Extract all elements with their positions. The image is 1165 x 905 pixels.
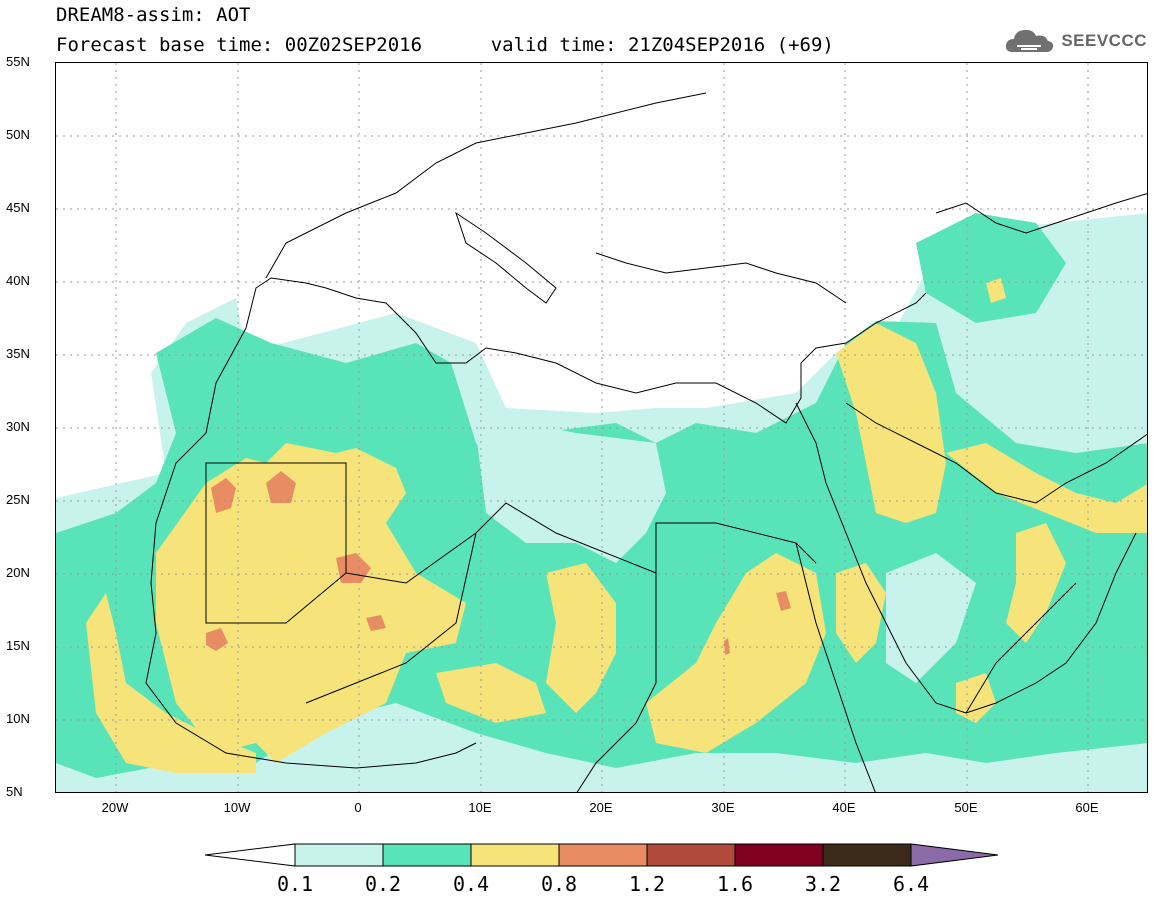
- legend-swatch-above: [910, 843, 999, 867]
- map-canvas: [56, 63, 1147, 792]
- coastlines-borders: [145, 92, 1147, 792]
- y-tick-label: 55N: [6, 54, 30, 69]
- legend-label: 0.4: [452, 872, 490, 896]
- y-tick-label: 50N: [6, 127, 30, 142]
- y-tick-label: 30N: [6, 419, 30, 434]
- y-tick-label: 5N: [6, 784, 23, 799]
- legend-swatch: [558, 843, 648, 867]
- legend-swatch-below: [205, 843, 296, 867]
- x-tick-label: 50E: [954, 800, 978, 815]
- brand-name: SEEVCCC: [1061, 31, 1147, 50]
- aot-map: [55, 62, 1148, 793]
- legend-swatch: [294, 843, 384, 867]
- x-tick-label: 60E: [1075, 800, 1099, 815]
- x-tick-label: 30E: [711, 800, 735, 815]
- aot-band-0.4-0.8: [86, 278, 1147, 773]
- legend-label: 6.4: [892, 872, 930, 896]
- aot-band-0.1-0.2-interior: [476, 383, 1096, 683]
- legend-swatch: [822, 843, 912, 867]
- legend-label: 1.2: [628, 872, 666, 896]
- y-tick-label: 15N: [6, 638, 30, 653]
- x-tick-label: 20W: [101, 800, 129, 815]
- legend-label: 1.6: [716, 872, 754, 896]
- grid-lines: [56, 63, 1147, 792]
- legend-swatch: [470, 843, 560, 867]
- y-tick-label: 35N: [6, 346, 30, 361]
- y-tick-label: 20N: [6, 565, 30, 580]
- aot-band-0.8-1.2: [206, 471, 791, 655]
- y-tick-label: 45N: [6, 200, 30, 215]
- legend-label: 3.2: [804, 872, 842, 896]
- chart-subtitle: Forecast base time: 00Z02SEP2016 valid t…: [56, 34, 834, 56]
- y-tick-label: 10N: [6, 711, 30, 726]
- valid-time: valid time: 21Z04SEP2016 (+69): [490, 34, 834, 56]
- x-tick-label: 10W: [223, 800, 251, 815]
- chart-title: DREAM8-assim: AOT: [56, 4, 251, 26]
- legend-label: 0.2: [364, 872, 402, 896]
- y-tick-label: 25N: [6, 492, 30, 507]
- x-tick-label: 20E: [589, 800, 613, 815]
- x-tick-label: 10E: [468, 800, 492, 815]
- legend-swatch: [382, 843, 472, 867]
- base-time: Forecast base time: 00Z02SEP2016: [56, 34, 423, 56]
- color-legend: [205, 843, 999, 867]
- y-tick-label: 40N: [6, 273, 30, 288]
- legend-swatch: [646, 843, 736, 867]
- legend-label: 0.8: [540, 872, 578, 896]
- legend-swatch: [734, 843, 824, 867]
- brand-logo: SEEVCCC: [1003, 26, 1147, 56]
- legend-label: 0.1: [276, 872, 314, 896]
- x-tick-label: 40E: [832, 800, 856, 815]
- x-tick-label: 0: [354, 800, 362, 815]
- cloud-icon: [1006, 29, 1054, 52]
